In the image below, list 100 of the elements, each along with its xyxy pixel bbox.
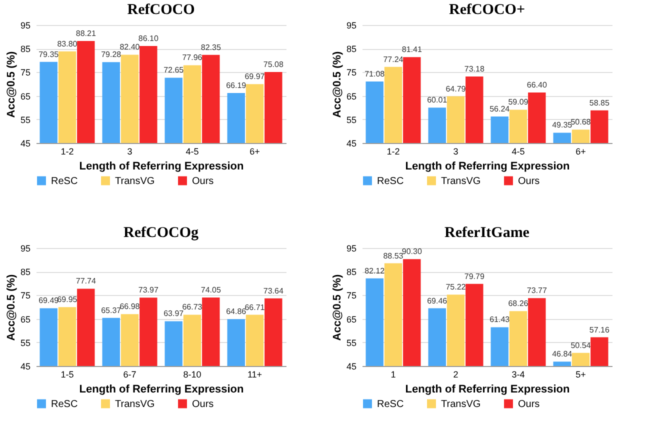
y-tick-label: 75	[20, 68, 30, 78]
x-tick-label: 6+	[250, 146, 260, 156]
x-tick-label: 1-2	[60, 146, 74, 156]
data-label: 79.35	[38, 50, 60, 59]
data-label: 81.41	[402, 45, 422, 54]
data-label: 59.09	[508, 98, 529, 107]
x-axis-title: Length of Referring Expression	[79, 160, 244, 172]
data-label: 50.68	[570, 118, 592, 127]
data-label: 63.97	[164, 309, 184, 318]
data-label: 66.71	[244, 302, 266, 312]
x-tick-label: 1-5	[60, 370, 74, 380]
data-label: 69.46	[427, 296, 448, 306]
chart-title: RefCOCO	[127, 2, 195, 18]
x-tick-label: 6+	[576, 146, 586, 156]
y-tick-label: 85	[346, 267, 356, 278]
data-label: 73.18	[464, 64, 485, 74]
data-label: 73.97	[138, 286, 159, 295]
data-label: 79.79	[464, 272, 485, 281]
y-tick-label: 55	[346, 114, 356, 125]
x-tick-label: 4-5	[186, 146, 199, 156]
y-tick-label: 75	[346, 290, 356, 301]
y-tick-label: 75	[20, 290, 30, 301]
data-label: 56.24	[490, 104, 510, 114]
data-label: 83.80	[57, 39, 78, 48]
data-label: 64.86	[226, 307, 247, 316]
x-tick-label: 8-10	[183, 370, 202, 380]
y-tick-label: 95	[346, 244, 356, 254]
x-tick-label: 2	[453, 370, 458, 380]
y-tick-label: 55	[20, 114, 30, 125]
data-label: 73.64	[263, 286, 284, 296]
y-tick-label: 85	[346, 44, 356, 54]
data-label: 46.84	[552, 350, 573, 359]
chart-title: RefCOCO+	[448, 2, 526, 18]
x-tick-label: 1	[390, 370, 396, 380]
legend-label: TransVG	[115, 176, 155, 187]
data-label: 77.96	[182, 53, 203, 62]
x-axis-title: Length of Referring Expression	[405, 160, 570, 172]
y-tick-label: 45	[20, 138, 30, 148]
legend-label: ReSC	[377, 176, 404, 187]
y-tick-label: 45	[20, 362, 30, 372]
y-tick-label: 55	[346, 338, 356, 348]
y-tick-label: 95	[20, 244, 30, 254]
y-tick-label: 95	[20, 20, 30, 30]
data-label: 68.26	[508, 299, 529, 308]
legend-label: Ours	[518, 398, 540, 410]
legend-label: TransVG	[441, 398, 481, 410]
y-tick-label: 45	[346, 362, 356, 372]
data-label: 71.08	[364, 69, 386, 78]
y-tick-label: 65	[346, 314, 356, 324]
data-label: 86.10	[138, 34, 159, 44]
y-axis-title: Acc@0.5 (%)	[5, 274, 18, 341]
legend-label: Ours	[192, 398, 214, 410]
data-label: 82.35	[200, 42, 222, 52]
legend-label: TransVG	[441, 176, 481, 187]
y-tick-label: 65	[346, 91, 356, 102]
y-tick-label: 75	[346, 68, 356, 78]
data-label: 66.19	[226, 80, 247, 90]
data-label: 82.12	[364, 266, 386, 276]
legend-label: Ours	[518, 176, 540, 187]
x-axis-title: Length of Referring Expression	[79, 384, 244, 396]
data-label: 66.73	[182, 302, 203, 312]
data-label: 75.22	[446, 282, 466, 292]
x-tick-label: 5+	[576, 370, 586, 380]
data-label: 88.53	[383, 251, 404, 260]
data-label: 61.43	[490, 315, 510, 324]
x-tick-label: 3	[453, 146, 458, 156]
data-label: 75.08	[263, 60, 284, 70]
data-label: 77.74	[76, 276, 96, 286]
data-label: 66.98	[120, 302, 140, 312]
data-label: 88.21	[76, 29, 96, 38]
y-axis-title: Acc@0.5 (%)	[331, 50, 344, 118]
x-tick-label: 3-4	[512, 370, 525, 380]
y-tick-label: 55	[20, 338, 30, 348]
y-tick-label: 45	[346, 138, 356, 148]
data-label: 77.24	[383, 54, 404, 64]
x-tick-label: 3	[127, 146, 132, 156]
x-tick-label: 1-2	[386, 146, 400, 156]
data-label: 74.05	[200, 285, 222, 294]
data-label: 72.65	[164, 66, 184, 75]
x-tick-label: 4-5	[512, 146, 525, 156]
y-axis-title: Acc@0.5 (%)	[5, 50, 18, 118]
data-label: 73.77	[526, 286, 548, 296]
x-axis-title: Length of Referring Expression	[405, 384, 570, 396]
chart-title: ReferItGame	[444, 225, 530, 241]
y-tick-label: 95	[346, 20, 356, 30]
y-tick-label: 65	[20, 91, 30, 102]
legend-label: TransVG	[115, 398, 155, 410]
x-tick-label: 11+	[247, 370, 262, 380]
y-axis-title: Acc@0.5 (%)	[331, 274, 344, 341]
data-label: 69.97	[244, 72, 266, 82]
data-label: 49.35	[552, 120, 573, 130]
legend-label: Ours	[192, 176, 214, 187]
data-label: 90.30	[402, 247, 422, 256]
x-tick-label: 6-7	[123, 370, 136, 380]
data-label: 58.85	[589, 98, 610, 108]
data-label: 69.95	[57, 295, 78, 304]
data-label: 60.01	[427, 96, 448, 105]
y-tick-label: 85	[20, 44, 30, 54]
data-label: 50.54	[570, 340, 592, 350]
legend-label: ReSC	[51, 398, 78, 410]
